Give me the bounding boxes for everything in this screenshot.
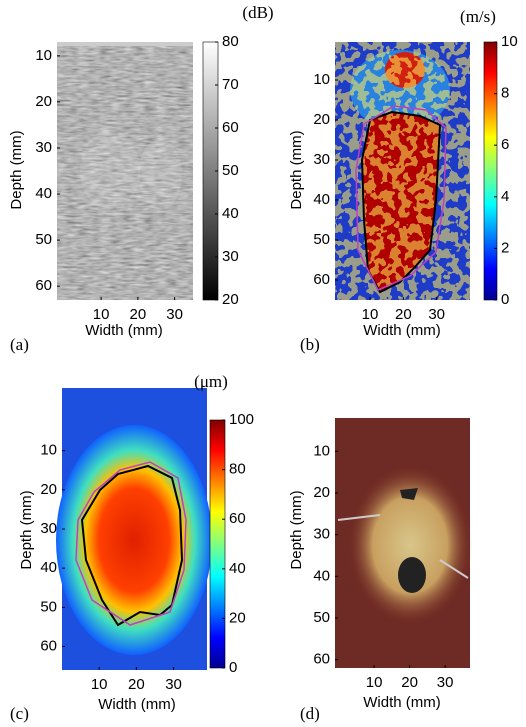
x-tick-label: 20 (395, 306, 412, 323)
colorbar-unit: (m/s) (460, 7, 496, 26)
colorbar-tick-label: 100 (229, 411, 254, 428)
y-tick-label: 20 (35, 93, 52, 110)
x-tick-label: 20 (128, 676, 145, 693)
y-tick-label: 40 (313, 191, 330, 208)
y-tick-label: 30 (313, 151, 330, 168)
y-tick-label: 10 (40, 442, 57, 459)
colorbar-tick-label: 20 (229, 609, 246, 626)
y-tick-label: 30 (35, 139, 52, 156)
colorbar-tick-label: 2 (501, 239, 509, 256)
y-tick-label: 10 (313, 442, 330, 459)
colorbar-tick-label: 80 (229, 461, 246, 478)
colorbar-tick-label: 60 (229, 510, 246, 527)
y-tick-label: 40 (313, 567, 330, 584)
colorbar-tick-label: 0 (501, 291, 509, 308)
colorbar-tick-label: 50 (222, 162, 239, 179)
x-tick-label: 30 (437, 674, 454, 691)
x-axis-label: Width (mm) (363, 322, 441, 339)
x-tick-label: 30 (166, 306, 183, 323)
colorbar-tick-label: 8 (501, 85, 509, 102)
y-axis-label: Depth (mm) (18, 490, 35, 569)
y-tick-label: 60 (313, 271, 330, 288)
x-tick-label: 30 (428, 306, 445, 323)
y-tick-label: 20 (313, 484, 330, 501)
y-axis-label: Depth (mm) (8, 130, 25, 209)
y-tick-label: 10 (313, 71, 330, 88)
speed-image (335, 42, 470, 300)
colorbar-tick-label: 4 (501, 188, 509, 205)
colorbar-unit: (dB) (242, 3, 273, 22)
y-tick-label: 60 (313, 651, 330, 668)
displacement-image (56, 388, 212, 670)
colorbar-tick-label: 6 (501, 136, 509, 153)
panel-label: (b) (300, 335, 320, 354)
colorbar-tick-label: 10 (501, 33, 518, 50)
panel-label: (a) (10, 335, 29, 354)
panel-label: (c) (10, 704, 29, 723)
y-tick-label: 60 (35, 277, 52, 294)
y-tick-label: 30 (313, 526, 330, 543)
colorbar-tick-label: 70 (222, 76, 239, 93)
y-tick-label: 50 (40, 598, 57, 615)
y-tick-label: 20 (40, 481, 57, 498)
x-tick-label: 30 (165, 676, 182, 693)
colorbar-tick-label: 20 (222, 291, 239, 308)
colorbar (210, 420, 225, 668)
bmode-image (57, 42, 193, 300)
colorbar-tick-label: 80 (222, 33, 239, 50)
figure: 102030405060102030Width (mm)Depth (mm)(a… (0, 0, 526, 727)
y-axis-label: Depth (mm) (288, 130, 305, 209)
x-tick-label: 10 (91, 676, 108, 693)
x-tick-label: 20 (130, 306, 147, 323)
colorbar-tick-label: 40 (222, 205, 239, 222)
colorbar-tick-label: 40 (229, 560, 246, 577)
y-tick-label: 30 (40, 520, 57, 537)
y-tick-label: 50 (313, 609, 330, 626)
y-tick-label: 20 (313, 111, 330, 128)
colorbar-tick-label: 0 (229, 659, 237, 676)
panel-label: (d) (300, 704, 320, 723)
y-axis-label: Depth (mm) (288, 490, 305, 569)
y-tick-label: 60 (40, 637, 57, 654)
colorbar (484, 42, 497, 300)
colorbar-tick-label: 30 (222, 248, 239, 265)
y-tick-label: 10 (35, 47, 52, 64)
colorbar-unit: (μm) (194, 372, 228, 391)
x-tick-label: 10 (93, 306, 110, 323)
y-tick-label: 40 (40, 559, 57, 576)
x-axis-label: Width (mm) (363, 694, 441, 711)
colorbar-tick-label: 60 (222, 119, 239, 136)
y-tick-label: 50 (35, 231, 52, 248)
x-tick-label: 20 (401, 674, 418, 691)
y-tick-label: 40 (35, 185, 52, 202)
x-axis-label: Width (mm) (85, 322, 163, 339)
x-tick-label: 10 (362, 306, 379, 323)
tissue-photo (335, 418, 472, 668)
x-axis-label: Width (mm) (98, 696, 176, 713)
y-tick-label: 50 (313, 231, 330, 248)
x-tick-label: 10 (366, 674, 383, 691)
